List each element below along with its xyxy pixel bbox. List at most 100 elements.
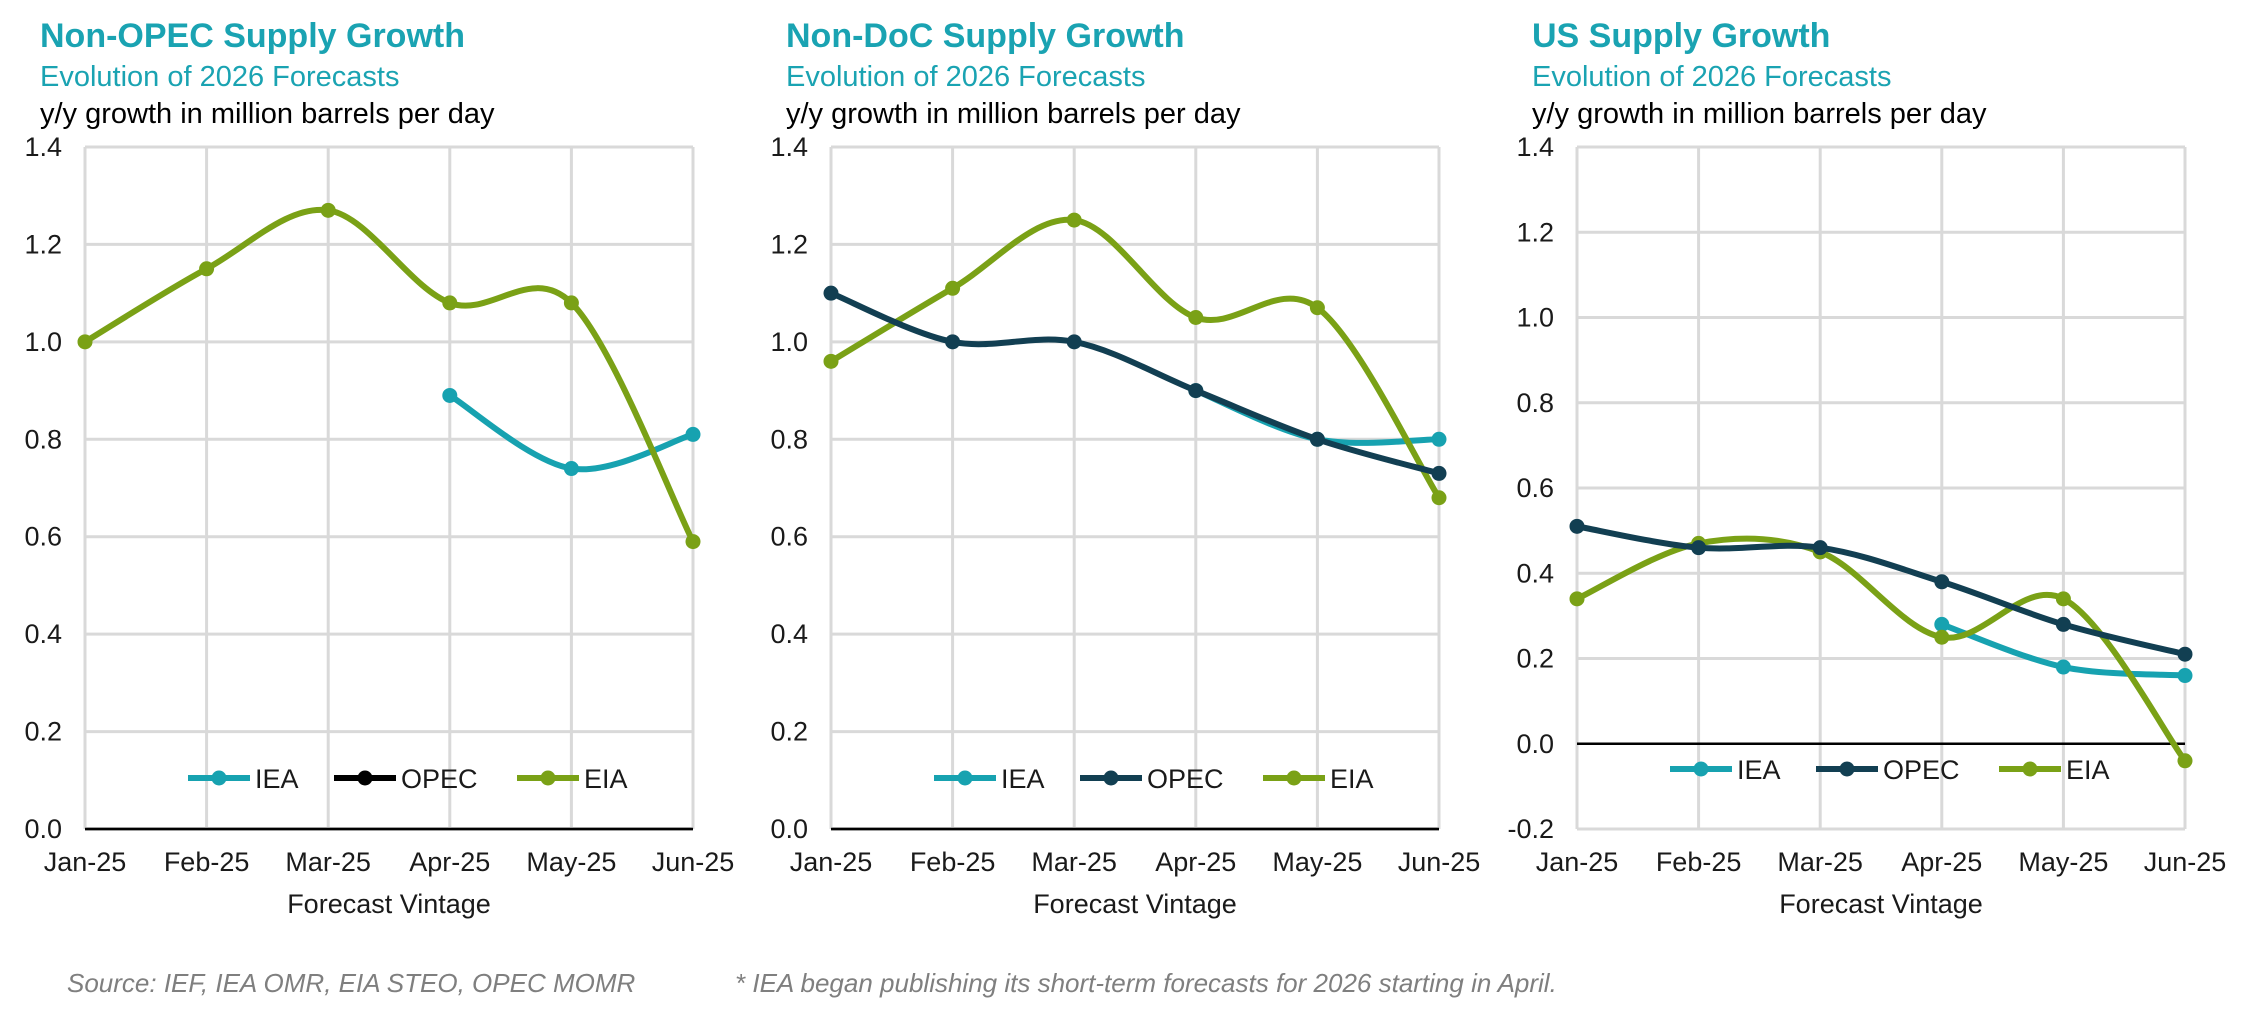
data-point-eia (1309, 300, 1325, 316)
series-line-opec (828, 290, 1442, 477)
x-tick-label: Mar-25 (1031, 847, 1117, 877)
legend-label-opec: OPEC (1147, 764, 1224, 794)
y-tick-label: 1.0 (24, 327, 62, 357)
y-tick-label: 0.6 (770, 522, 808, 552)
x-tick-label: Mar-25 (285, 847, 371, 877)
x-tick-label: Apr-25 (1901, 847, 1982, 877)
legend-label-iea: IEA (1001, 764, 1045, 794)
data-point-opec (945, 334, 961, 350)
data-point-opec (823, 285, 839, 301)
y-tick-label: 0.0 (24, 814, 62, 844)
x-tick-label: Apr-25 (1155, 847, 1236, 877)
data-point-eia (2055, 591, 2071, 607)
data-point-opec (1569, 518, 1585, 534)
y-axis-label: y/y growth in million barrels per day (40, 98, 495, 130)
legend-label-iea: IEA (255, 764, 299, 794)
chart-subtitle: Evolution of 2026 Forecasts (786, 61, 1145, 93)
x-tick-label: Apr-25 (409, 847, 490, 877)
data-point-opec (1066, 334, 1082, 350)
data-point-opec (2177, 646, 2193, 662)
y-tick-label: 1.2 (1516, 217, 1554, 247)
legend-marker-eia (2022, 761, 2038, 777)
data-point-eia (2177, 753, 2193, 769)
iea-footnote: * IEA began publishing its short-term fo… (735, 968, 1557, 998)
y-tick-label: 0.6 (24, 522, 62, 552)
y-tick-label: 0.4 (24, 619, 62, 649)
legend-marker-eia (540, 770, 556, 786)
data-point-eia (442, 295, 458, 311)
y-tick-label: -0.2 (1507, 814, 1554, 844)
data-point-iea (1934, 616, 1950, 632)
chart-us: US Supply Growth Evolution of 2026 Foreca… (1507, 17, 2227, 919)
data-point-opec (1431, 465, 1447, 481)
data-point-eia (77, 334, 93, 350)
y-tick-label: 0.0 (770, 814, 808, 844)
x-axis-title: Forecast Vintage (287, 889, 491, 919)
chart-title: Non-DoC Supply Growth (786, 17, 1185, 55)
y-tick-label: 1.4 (770, 132, 808, 162)
data-point-iea (2055, 659, 2071, 675)
x-tick-label: Feb-25 (164, 847, 250, 877)
x-axis-title: Forecast Vintage (1779, 889, 1983, 919)
data-point-opec (1188, 383, 1204, 399)
y-tick-label: 1.0 (770, 327, 808, 357)
x-tick-label: Feb-25 (910, 847, 996, 877)
data-point-opec (1309, 431, 1325, 447)
x-axis-title: Forecast Vintage (1033, 889, 1237, 919)
y-tick-label: 0.8 (1516, 388, 1554, 418)
y-tick-label: 0.2 (770, 717, 808, 747)
y-tick-label: 0.4 (770, 619, 808, 649)
legend-label-eia: EIA (1330, 764, 1374, 794)
legend-marker-opec (1839, 761, 1855, 777)
legend-marker-opec (357, 770, 373, 786)
y-tick-label: 1.2 (24, 229, 62, 259)
x-tick-label: Jun-25 (2144, 847, 2227, 877)
x-tick-label: Jun-25 (1398, 847, 1481, 877)
data-point-eia (685, 534, 701, 550)
y-tick-label: 0.2 (1516, 644, 1554, 674)
data-point-opec (1691, 540, 1707, 556)
x-tick-label: Feb-25 (1656, 847, 1742, 877)
x-tick-label: Mar-25 (1777, 847, 1863, 877)
data-point-eia (320, 202, 336, 218)
x-tick-label: Jun-25 (652, 847, 735, 877)
y-axis-label: y/y growth in million barrels per day (786, 98, 1241, 130)
series-line-opec (1574, 523, 2188, 658)
data-point-eia (199, 261, 215, 277)
legend-marker-iea (1693, 761, 1709, 777)
data-point-iea (442, 387, 458, 403)
y-tick-label: 1.2 (770, 229, 808, 259)
y-axis-label: y/y growth in million barrels per day (1532, 98, 1987, 130)
y-tick-label: 1.4 (24, 132, 62, 162)
data-point-eia (945, 280, 961, 296)
data-point-eia (1569, 591, 1585, 607)
chart-title: US Supply Growth (1532, 17, 1830, 55)
y-tick-label: 0.8 (770, 424, 808, 454)
y-tick-label: 1.0 (1516, 303, 1554, 333)
data-point-iea (685, 426, 701, 442)
data-point-eia (1066, 212, 1082, 228)
chart-subtitle: Evolution of 2026 Forecasts (1532, 61, 1891, 93)
y-tick-label: 0.4 (1516, 558, 1554, 588)
series-line-eia (828, 216, 1442, 501)
data-point-opec (1812, 540, 1828, 556)
legend-label-iea: IEA (1737, 755, 1781, 785)
data-point-eia (563, 295, 579, 311)
legend-marker-opec (1103, 770, 1119, 786)
source-note: Source: IEF, IEA OMR, EIA STEO, OPEC MOM… (67, 968, 636, 998)
y-tick-label: 0.8 (24, 424, 62, 454)
x-tick-label: May-25 (1272, 847, 1362, 877)
chart-panel-non-opec: Non-OPEC Supply Growth Evolution of 2026 … (0, 0, 752, 920)
x-tick-label: May-25 (2018, 847, 2108, 877)
legend-label-eia: EIA (2066, 755, 2110, 785)
y-tick-label: 0.2 (24, 717, 62, 747)
data-point-opec (1934, 574, 1950, 590)
y-tick-label: 0.6 (1516, 473, 1554, 503)
legend-marker-iea (957, 770, 973, 786)
x-tick-label: Jan-25 (44, 847, 127, 877)
legend-label-eia: EIA (584, 764, 628, 794)
chart-panel-us: US Supply Growth Evolution of 2026 Foreca… (1492, 0, 2244, 920)
chart-panel-non-doc: Non-DoC Supply Growth Evolution of 2026 F… (746, 0, 1498, 920)
legend-marker-eia (1286, 770, 1302, 786)
